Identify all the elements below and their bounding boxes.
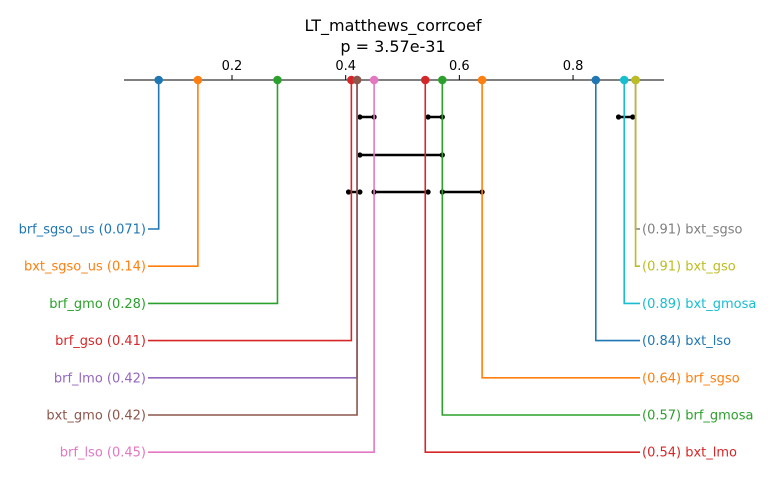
clique-end-dot <box>357 114 363 120</box>
connector-bxt-gso <box>634 80 640 268</box>
rank-dot-brf-lso <box>369 75 379 85</box>
rank-dot-bxt-gmosa <box>619 75 629 85</box>
rank-dot-brf-sgso-us <box>154 75 163 85</box>
method-label-bxt-gmosa: (0.89) bxt_gmosa <box>642 297 756 312</box>
connector-brf-sgso <box>481 80 640 379</box>
rank-dot-bxt-gso <box>631 75 640 85</box>
method-label-brf-gmo: brf_gmo (0.28) <box>49 297 146 312</box>
connector-brf-lmo <box>148 80 358 379</box>
method-label-brf-gmosa: (0.57) brf_gmosa <box>642 409 754 424</box>
axis-ticks: 0.2 0.4 0.6 0.8 <box>222 59 584 80</box>
rank-dot-bxt-lso <box>591 75 601 85</box>
connector-bxt-lmo <box>424 80 640 454</box>
rank-dot-brf-gmo <box>273 75 282 85</box>
method-label-bxt-lmo: (0.54) bxt_lmo <box>642 446 737 461</box>
tick-label-0-8: 0.8 <box>563 59 584 74</box>
method-label-bxt-sgso: (0.91) bxt_sgso <box>642 223 743 238</box>
connector-brf-gmosa <box>441 80 640 416</box>
rank-dot-brf-gmosa <box>438 75 447 85</box>
clique-end-dot <box>357 152 363 158</box>
right-labels: (0.91) bxt_sgso (0.91) bxt_gso (0.89) bxt_… <box>420 75 756 461</box>
method-label-bxt-gmo: bxt_gmo (0.42) <box>46 409 146 424</box>
clique-end-dot <box>345 189 352 195</box>
left-labels: brf_sgso_us (0.071) bxt_sgso_us (0.14) brf… <box>19 75 379 461</box>
method-label-brf-sgso-us: brf_sgso_us (0.071) <box>19 223 146 238</box>
method-label-brf-gso: brf_gso (0.41) <box>55 334 146 349</box>
tick-label-0-4: 0.4 <box>335 59 356 74</box>
chart-title: LT_matthews_corrcoef <box>305 16 482 36</box>
method-label-bxt-sgso-us: bxt_sgso_us (0.14) <box>24 260 146 275</box>
method-label-brf-lso: brf_lso (0.45) <box>60 446 146 461</box>
rank-dot-bxt-gmo <box>352 75 362 85</box>
clique-end-dot <box>630 114 636 120</box>
rank-dot-bxt-sgso-us <box>193 75 203 85</box>
connector-brf-sgso-us <box>148 80 160 230</box>
clique-end-dot <box>425 189 431 195</box>
method-label-bxt-gso: (0.91) bxt_gso <box>642 260 736 275</box>
chart-subtitle: p = 3.57e-31 <box>340 37 445 56</box>
method-label-brf-sgso: (0.64) brf_sgso <box>642 371 740 386</box>
clique-end-dot <box>615 114 622 120</box>
connector-brf-gmo <box>148 80 279 305</box>
tick-label-0-2: 0.2 <box>222 59 243 74</box>
clique-end-dot <box>357 189 363 195</box>
tick-label-0-6: 0.6 <box>449 59 470 74</box>
connector-bxt-gmosa <box>623 80 640 305</box>
connector-brf-lso <box>148 80 375 454</box>
method-label-brf-lmo: brf_lmo (0.42) <box>54 371 146 386</box>
rank-dot-bxt-lmo <box>420 75 430 85</box>
connector-bxt-lso <box>594 80 640 342</box>
connector-brf-gso <box>148 80 353 342</box>
connector-bxt-sgso-us <box>148 80 199 268</box>
clique-end-dot <box>425 114 431 120</box>
connector-bxt-gmo <box>148 80 358 416</box>
rank-dot-brf-sgso <box>477 75 487 85</box>
clique-bars <box>345 114 636 195</box>
method-label-bxt-lso: (0.84) bxt_lso <box>642 334 731 349</box>
